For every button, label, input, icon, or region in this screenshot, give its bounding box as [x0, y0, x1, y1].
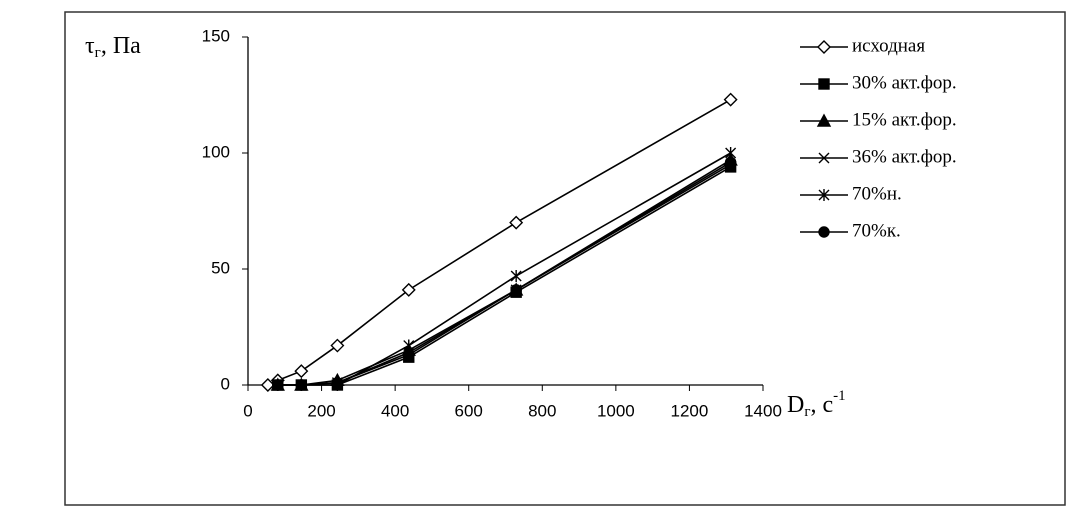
point-marker	[509, 215, 524, 230]
legend-label: исходная	[852, 35, 925, 56]
point-marker	[403, 349, 415, 361]
series-line	[277, 166, 732, 386]
legend-marker	[816, 113, 832, 127]
x-tick-label: 400	[381, 401, 409, 420]
point-marker	[294, 364, 309, 379]
x-label-unit: , с	[811, 392, 834, 418]
x-tick-label: 0	[243, 401, 252, 420]
series-line	[277, 152, 732, 386]
legend-marker	[818, 189, 830, 201]
legend-label: 70%к.	[852, 220, 901, 241]
point-marker	[260, 378, 275, 392]
x-tick-label: 1400	[744, 401, 782, 420]
legend-label: 36% акт.фор.	[852, 146, 957, 167]
point-marker	[724, 156, 737, 168]
point-marker	[723, 92, 738, 107]
point-marker	[510, 269, 522, 282]
y-axis-label: τг, Па	[85, 33, 141, 62]
point-marker	[401, 282, 416, 297]
point-marker	[331, 376, 344, 389]
x-label-exponent: -1	[833, 388, 846, 404]
legend-marker	[818, 226, 830, 238]
x-tick-label: 600	[455, 401, 483, 420]
x-label-symbol: D	[787, 392, 804, 418]
y-label-symbol: τ	[85, 33, 95, 59]
y-label-unit: , Па	[101, 33, 141, 59]
x-tick-label: 200	[307, 401, 335, 420]
legend-label: 30% акт.фор.	[852, 72, 957, 93]
series-line	[277, 159, 732, 386]
y-tick-label: 50	[211, 258, 230, 277]
x-tick-label: 1000	[597, 401, 635, 420]
y-tick-label: 0	[221, 374, 230, 393]
legend-marker	[817, 40, 831, 54]
x-tick-label: 1200	[671, 401, 709, 420]
legend-label: 15% акт.фор.	[852, 109, 957, 130]
x-label-subscript: г	[804, 404, 810, 420]
point-marker	[272, 379, 284, 391]
y-tick-label: 150	[202, 26, 230, 45]
legend-marker	[818, 152, 830, 164]
chart-frame	[64, 11, 1066, 506]
legend-marker	[818, 78, 830, 90]
legend-label: 70%н.	[852, 183, 902, 204]
series-line	[277, 163, 732, 386]
point-marker	[510, 284, 522, 296]
y-label-subscript: г	[95, 45, 101, 61]
point-marker	[295, 379, 308, 391]
series-line	[277, 161, 732, 386]
y-tick-label: 100	[202, 142, 230, 161]
point-marker	[330, 338, 345, 353]
x-tick-label: 800	[528, 401, 556, 420]
x-axis-label: Dг, с-1	[787, 388, 846, 420]
